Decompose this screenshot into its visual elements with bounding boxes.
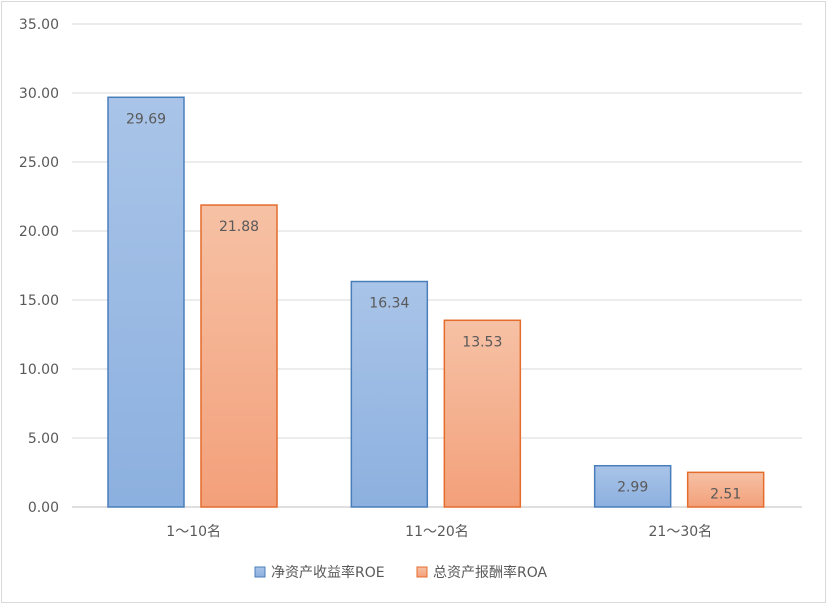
data-label: 2.51 xyxy=(710,486,741,502)
x-tick-label: 1～10名 xyxy=(166,524,221,540)
legend-swatch xyxy=(416,566,428,578)
bar-series-2-2 xyxy=(443,319,522,508)
y-axis-tick-labels: 0.00 5.00 10.00 15.00 20.00 25.00 30.00 35.00 xyxy=(19,17,59,516)
y-tick-label: 15.00 xyxy=(19,293,59,309)
bar-series-2-1 xyxy=(200,204,278,508)
bar-series-2-3 xyxy=(686,471,765,508)
y-tick-label: 0.00 xyxy=(28,500,59,516)
data-label: 16.34 xyxy=(369,296,409,312)
data-label: 13.53 xyxy=(462,334,502,350)
legend-swatch xyxy=(254,566,266,578)
data-label: 29.69 xyxy=(126,111,166,127)
bars xyxy=(107,96,765,508)
bar-series-1-1 xyxy=(107,96,185,508)
x-tick-label: 11～20名 xyxy=(405,524,469,540)
x-axis-tick-labels: 1～10名 11～20名 21～30名 xyxy=(166,524,712,540)
y-tick-label: 20.00 xyxy=(19,224,59,240)
data-labels: 29.69 21.88 16.34 13.53 2.99 2.51 xyxy=(126,111,741,502)
data-label: 21.88 xyxy=(219,219,259,235)
legend: 净资产收益率ROE 总资产报酬率ROA xyxy=(254,564,548,581)
x-tick-label: 21～30名 xyxy=(649,524,713,540)
bar-series-1-3 xyxy=(593,464,672,508)
legend-label: 总资产报酬率ROA xyxy=(433,564,548,581)
gridlines xyxy=(72,23,802,508)
y-tick-label: 35.00 xyxy=(19,17,59,33)
data-label: 2.99 xyxy=(617,480,648,496)
y-tick-label: 25.00 xyxy=(19,155,59,171)
y-tick-label: 30.00 xyxy=(19,86,59,102)
y-tick-label: 5.00 xyxy=(28,431,59,447)
legend-label: 净资产收益率ROE xyxy=(271,564,385,581)
bar-series-1-2 xyxy=(350,280,429,508)
y-tick-label: 10.00 xyxy=(19,362,59,378)
